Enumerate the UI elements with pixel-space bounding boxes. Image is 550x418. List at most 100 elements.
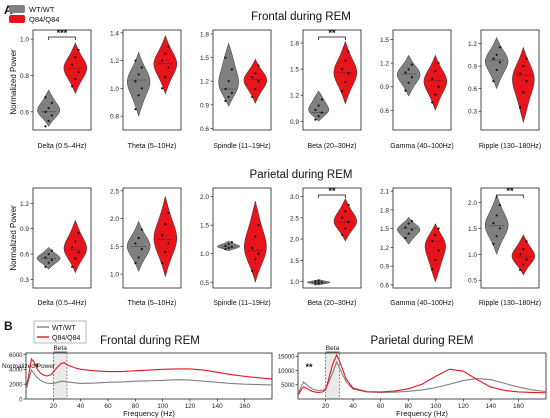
y-tick-label: 1.4 xyxy=(110,30,119,37)
spectrum-ylabel: Normalized Power xyxy=(2,363,56,370)
wt-data-point xyxy=(44,256,47,259)
wt-data-point xyxy=(498,46,501,49)
violin-panel: 1.0 1.5 2.0 2.5 Theta (5–10Hz) xyxy=(110,187,182,307)
wt-data-point xyxy=(317,114,320,118)
violin-panel: 1.0 1.5 2.0 2.5 3.0 Beta (20–30Hz) ** xyxy=(290,186,362,307)
q84-violin xyxy=(63,42,88,95)
y-tick-label: 1.2 xyxy=(20,201,29,208)
q84-data-point xyxy=(77,48,80,52)
wt-data-point xyxy=(498,203,501,207)
significance-stars: ** xyxy=(328,186,336,196)
x-tick-label: 120 xyxy=(458,403,469,410)
y-tick-label: 1.5 xyxy=(200,223,209,230)
wt-data-point xyxy=(224,244,227,247)
q84-data-point xyxy=(437,85,440,88)
y-tick-label: 1.5 xyxy=(290,67,299,74)
y-tick-label: 2000 xyxy=(9,382,23,388)
q84-violin xyxy=(424,223,446,283)
y-tick-label: 1.5 xyxy=(200,55,209,62)
wt-data-point xyxy=(140,248,143,251)
spectrum-series-line xyxy=(298,353,547,395)
legend-b: WT/WT Q84/Q84 xyxy=(33,320,87,344)
violin-axes-frame xyxy=(32,29,92,131)
q84-data-point xyxy=(344,210,347,213)
y-tick-label: 2.5 xyxy=(110,188,119,195)
violin-panel: 0.3 0.6 0.9 1.2 Ripple (130–180Hz) xyxy=(468,29,541,150)
q84-data-point xyxy=(431,240,434,243)
wt-violin xyxy=(127,51,151,117)
section-title-frontal: Frontal during REM xyxy=(251,11,351,23)
y-tick-label: 0.5 xyxy=(200,280,209,287)
y-tick-label: 0.6 xyxy=(380,108,389,115)
y-tick-label: 0.6 xyxy=(380,282,389,289)
y-tick-label: 1.0 xyxy=(110,272,119,279)
legend-swatch-wt xyxy=(9,5,25,13)
y-tick-label: 1.5 xyxy=(468,226,477,233)
wt-data-point xyxy=(230,68,233,71)
q84-data-point xyxy=(254,87,257,91)
significance-stars: ** xyxy=(506,186,514,196)
q84-data-point xyxy=(431,77,434,80)
wt-data-point xyxy=(134,261,137,265)
wt-data-point xyxy=(410,76,413,79)
wt-data-point xyxy=(44,110,47,113)
y-tick-label: 2.5 xyxy=(290,215,299,222)
violin-axes-frame xyxy=(480,29,540,131)
violin-axes-frame xyxy=(212,29,272,131)
y-tick-label: 1.2 xyxy=(380,61,389,68)
violin-axes-frame xyxy=(480,187,540,289)
x-tick-label: 100 xyxy=(430,403,441,410)
x-tick-label: 20 xyxy=(322,403,330,410)
y-tick-label: 4000 xyxy=(9,368,23,374)
x-tick-label: 120 xyxy=(185,403,196,410)
y-tick-label: 10000 xyxy=(278,369,295,375)
violin-panel: 0.6 0.9 1.2 1.5 Gamma (40–100Hz) xyxy=(380,29,454,150)
q84-data-point xyxy=(522,91,525,94)
wt-data-point xyxy=(44,265,47,268)
wt-violin xyxy=(484,193,509,256)
q84-data-point xyxy=(167,211,170,215)
ylabel-parietal: Normalized Power xyxy=(9,205,18,271)
q84-data-point xyxy=(434,258,437,261)
y-tick-label: 1.5 xyxy=(380,37,389,44)
wt-data-point xyxy=(317,279,320,282)
q84-data-point xyxy=(519,268,522,271)
q84-data-point xyxy=(341,89,344,92)
q84-data-point xyxy=(344,81,347,84)
wt-data-point xyxy=(314,283,317,286)
q84-data-point xyxy=(522,263,525,266)
wt-data-point xyxy=(134,80,137,83)
q84-data-point xyxy=(254,72,257,75)
violin-axes-frame xyxy=(392,29,452,131)
wt-data-point xyxy=(50,258,53,262)
y-tick-label: 3.0 xyxy=(290,194,299,201)
spectrum-xlabel: Frequency (Hz) xyxy=(123,409,175,418)
legend-b-label-wt: WT/WT xyxy=(52,325,76,332)
wt-data-point xyxy=(134,242,137,245)
wt-data-point xyxy=(47,107,50,110)
x-tick-label: 140 xyxy=(212,403,223,410)
wt-data-point xyxy=(407,232,410,235)
violin-axes-frame xyxy=(122,29,182,131)
wt-data-point xyxy=(140,66,143,69)
wt-data-point xyxy=(498,61,501,64)
q84-data-point xyxy=(525,80,528,83)
violin-xlabel: Beta (20–30Hz) xyxy=(307,143,356,150)
q84-data-point xyxy=(77,251,80,254)
y-tick-label: 1.5 xyxy=(290,258,299,265)
q84-data-point xyxy=(164,76,167,79)
wt-data-point xyxy=(137,256,140,259)
y-tick-label: 1.0 xyxy=(20,37,29,44)
q84-violin xyxy=(244,201,267,284)
q84-data-point xyxy=(254,258,257,261)
y-tick-label: 2.0 xyxy=(468,200,477,207)
q84-data-point xyxy=(347,72,350,75)
wt-violin xyxy=(126,220,151,272)
significance-stars: * xyxy=(35,362,39,372)
q84-violin xyxy=(243,58,268,104)
significance-bracket xyxy=(496,194,524,198)
q84-data-point xyxy=(74,77,77,81)
q84-data-point xyxy=(525,57,528,60)
wt-data-point xyxy=(320,98,323,101)
q84-data-point xyxy=(519,72,522,75)
